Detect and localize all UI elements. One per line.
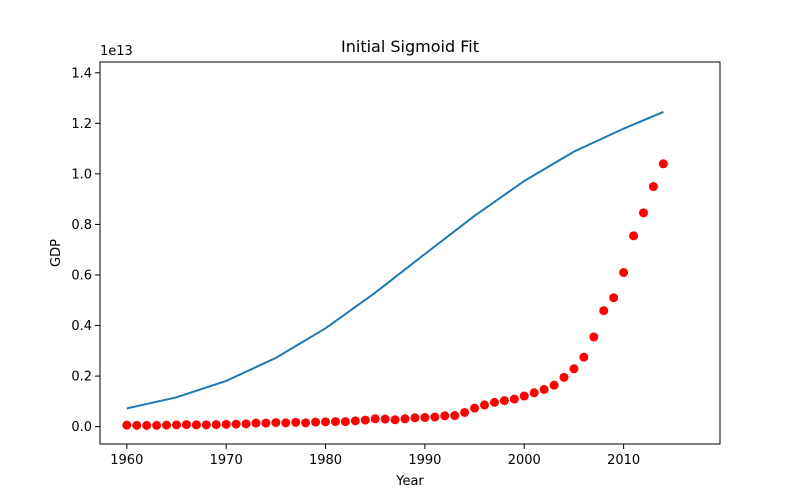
data-point	[370, 414, 380, 424]
data-point	[360, 415, 370, 425]
x-tick-label: 2010	[607, 453, 640, 468]
y-tick-label: 1.4	[71, 66, 92, 81]
y-tick-label: 0.8	[71, 218, 92, 233]
data-point	[420, 413, 430, 423]
data-point	[311, 417, 321, 427]
data-point	[181, 420, 191, 430]
data-point	[529, 388, 539, 398]
y-tick-label: 0.6	[71, 268, 92, 283]
data-point	[599, 306, 609, 316]
data-point	[241, 419, 251, 429]
y-tick-label: 0.0	[71, 420, 92, 435]
data-point	[410, 413, 420, 423]
data-point	[619, 267, 629, 277]
plot-frame	[99, 61, 721, 445]
data-point	[450, 411, 460, 421]
y-tick-label: 1.0	[71, 167, 92, 182]
data-point	[281, 418, 291, 428]
data-point	[629, 231, 639, 241]
sigmoid-fit-line	[126, 111, 664, 410]
data-point	[261, 418, 271, 428]
x-tick-label: 1970	[210, 453, 243, 468]
data-point	[658, 159, 668, 169]
data-point	[519, 391, 529, 401]
data-point	[609, 293, 619, 303]
data-point	[162, 420, 172, 430]
series-layer	[122, 111, 668, 430]
x-axis-label: Year	[395, 474, 424, 489]
data-point	[430, 412, 440, 422]
data-point	[122, 420, 132, 430]
data-point	[559, 372, 569, 382]
data-point	[321, 417, 331, 427]
data-point	[569, 364, 579, 374]
y-tick-label: 0.2	[71, 370, 92, 385]
data-point	[340, 417, 350, 427]
data-point	[390, 415, 400, 425]
data-point	[191, 420, 201, 430]
y-axis-label: GDP	[49, 239, 64, 267]
data-point	[589, 332, 599, 342]
data-point	[400, 414, 410, 424]
data-point	[201, 420, 211, 430]
data-point	[172, 420, 182, 430]
data-point	[291, 417, 301, 427]
data-point	[231, 419, 241, 429]
data-point	[549, 380, 559, 390]
y-tick-label: 1.2	[71, 117, 92, 132]
x-tick-label: 1960	[110, 453, 143, 468]
data-point	[132, 420, 142, 430]
chart-title: Initial Sigmoid Fit	[341, 37, 479, 56]
data-point	[460, 407, 470, 417]
axes-layer: 1960 1970 1980 1990 2000 2010 0.0 0.2 0.4 0.6 0.8 1…	[71, 66, 640, 468]
data-point	[152, 420, 162, 430]
data-point	[440, 411, 450, 421]
data-point	[489, 397, 499, 407]
data-point	[301, 418, 311, 428]
data-point	[380, 414, 390, 424]
y-offset-text: 1e13	[100, 44, 133, 59]
data-point	[470, 403, 480, 413]
data-point	[499, 396, 509, 406]
x-tick-label: 2000	[508, 453, 541, 468]
x-tick-label: 1990	[408, 453, 441, 468]
x-tick-label: 1980	[309, 453, 342, 468]
data-point	[648, 182, 658, 192]
data-point	[350, 416, 360, 426]
data-point	[480, 400, 490, 410]
data-point	[251, 418, 261, 428]
data-point	[330, 417, 340, 427]
data-point	[221, 419, 231, 429]
data-point	[271, 418, 281, 428]
data-point	[509, 394, 519, 404]
data-point	[142, 420, 152, 430]
data-point	[638, 208, 648, 218]
data-point	[539, 384, 549, 394]
y-tick-label: 0.4	[71, 319, 92, 334]
data-point	[579, 352, 589, 362]
data-point	[211, 420, 221, 430]
